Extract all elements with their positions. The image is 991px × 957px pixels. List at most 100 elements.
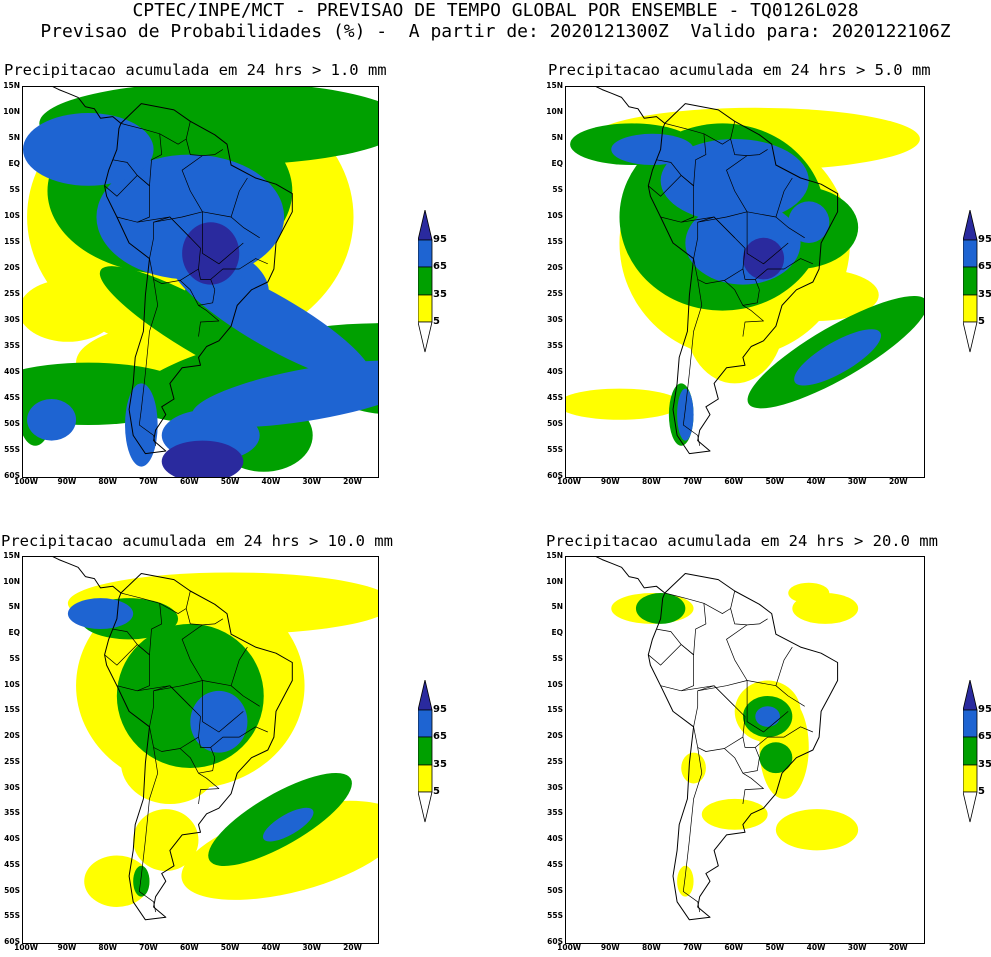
coastline-central-america — [595, 557, 666, 594]
legend-swatch-65 — [963, 709, 978, 738]
coastline-south-america — [104, 103, 293, 455]
probability-area-5 — [84, 855, 150, 907]
latitude-label: 20S — [547, 263, 563, 272]
header-line-1: CPTEC/INPE/MCT - PREVISAO DE TEMPO GLOBA… — [132, 0, 859, 21]
coastline-central-america — [595, 87, 666, 124]
latitude-label: 50S — [4, 419, 20, 428]
probability-area-65 — [125, 383, 158, 467]
country-border — [742, 772, 764, 805]
legend-tick-label: 5 — [978, 786, 985, 797]
latitude-label: 55S — [4, 445, 20, 454]
legend-swatch-95 — [963, 210, 978, 241]
country-border — [198, 305, 220, 337]
longitude-label: 40W — [261, 943, 281, 952]
latitude-label: 50S — [4, 885, 20, 895]
longitude-label: 100W — [14, 943, 39, 952]
country-border — [742, 737, 760, 758]
country-border — [726, 155, 748, 212]
legend-tick-label: 35 — [978, 759, 991, 770]
latitude-label: 35S — [547, 808, 563, 818]
country-border — [181, 624, 203, 681]
longitude-label: 100W — [14, 477, 39, 486]
coastline-south-america — [647, 573, 839, 921]
legend-tick-label: 95 — [433, 234, 447, 245]
legend-colorbar — [963, 210, 978, 353]
legend-swatch-5 — [418, 294, 433, 323]
longitude-label: 80W — [642, 477, 661, 486]
legend-swatch-5 — [418, 764, 433, 793]
country-border — [682, 747, 703, 913]
country-border — [681, 216, 735, 239]
latitude-label: 55S — [4, 911, 20, 921]
legend-tick-label: 95 — [978, 704, 991, 715]
legend-colorbar — [418, 210, 433, 353]
latitude-label: 45S — [4, 859, 20, 869]
country-border — [138, 279, 159, 446]
legend-tick-label: 5 — [433, 316, 440, 327]
probability-area-35 — [759, 742, 793, 774]
latitude-label: 45S — [547, 393, 563, 402]
latitude-label: 60S — [4, 471, 20, 480]
latitude-label: 35S — [4, 808, 20, 818]
country-border — [153, 680, 260, 707]
probability-area-65 — [172, 259, 372, 383]
map-panel-10mm — [22, 556, 379, 944]
panel-title-1mm: Precipitacao acumulada em 24 hrs > 1.0 m… — [4, 61, 387, 79]
latitude-label: EQ — [8, 159, 21, 168]
legend-swatch-35 — [963, 266, 978, 296]
latitude-label: EQ — [551, 628, 564, 638]
panel-title-5mm: Precipitacao acumulada em 24 hrs > 5.0 m… — [548, 61, 931, 79]
country-border — [210, 726, 268, 748]
latitude-label: 35S — [4, 341, 20, 350]
probability-area-5 — [566, 388, 682, 420]
legend-tick-label: 35 — [433, 759, 447, 770]
legend-tick-label: 5 — [433, 786, 440, 797]
latitude-label: 5S — [552, 185, 563, 194]
longitude-label: 80W — [642, 943, 661, 952]
legend-swatch-5 — [963, 764, 978, 793]
country-border — [198, 268, 216, 290]
latitude-label: 15N — [3, 81, 20, 90]
legend-swatch-35 — [418, 266, 433, 296]
legend-swatch-below-5 — [963, 321, 978, 353]
country-border — [742, 268, 760, 290]
probability-area-95 — [210, 232, 236, 254]
country-border — [137, 685, 191, 707]
latitude-label: 50S — [547, 419, 563, 428]
latitude-label: 10N — [3, 576, 20, 586]
legend-swatch-35 — [963, 736, 978, 766]
country-border — [230, 646, 248, 686]
latitude-label: 20S — [547, 731, 563, 741]
probability-area-65 — [192, 360, 378, 428]
latitude-label: 5S — [9, 185, 20, 194]
latitude-label: 10S — [4, 679, 20, 689]
latitude-label: 5N — [551, 133, 564, 142]
country-border — [693, 685, 746, 752]
country-border — [181, 155, 203, 212]
map-svg — [52, 557, 378, 921]
probability-area-35 — [133, 865, 150, 897]
legend-swatch-65 — [418, 709, 433, 738]
longitude-label: 100W — [557, 477, 582, 486]
legend-colorbar — [963, 680, 978, 823]
latitude-label: 60S — [4, 937, 20, 946]
legend-swatch-below-5 — [963, 791, 978, 823]
probability-area-65 — [788, 201, 830, 243]
country-border — [159, 602, 187, 614]
country-border — [730, 121, 768, 156]
legend-tick-label: 35 — [978, 289, 991, 300]
latitude-label: EQ — [551, 159, 564, 168]
country-border — [202, 211, 244, 265]
country-border — [210, 258, 268, 280]
latitude-label: 15S — [4, 705, 20, 715]
latitude-label: 15N — [546, 81, 563, 90]
probability-area-5 — [701, 798, 768, 830]
latitude-label: 60S — [547, 471, 563, 480]
longitude-label: 90W — [57, 943, 77, 952]
longitude-label: 20W — [888, 943, 908, 952]
legend-swatch-35 — [418, 736, 433, 766]
country-border — [724, 748, 760, 774]
country-border — [153, 211, 260, 239]
map-svg — [23, 87, 378, 477]
latitude-label: 35S — [547, 341, 563, 350]
